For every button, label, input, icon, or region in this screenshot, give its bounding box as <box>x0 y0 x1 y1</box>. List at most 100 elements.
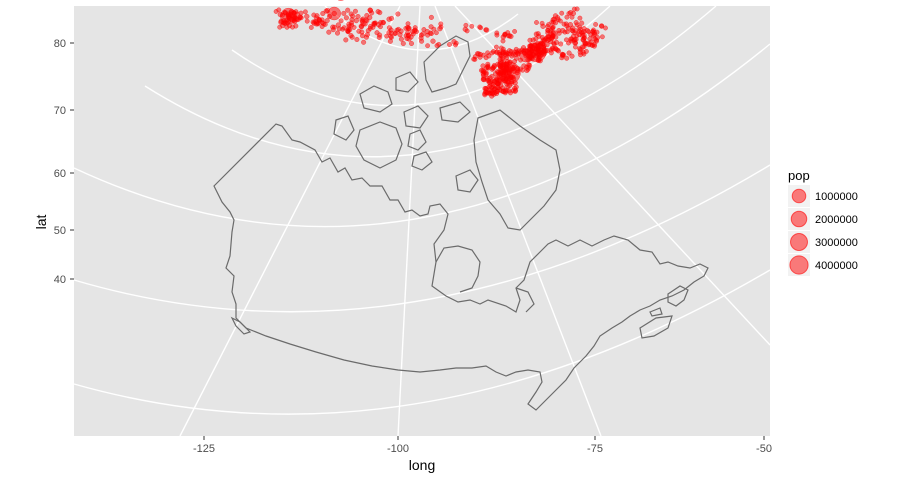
city-point <box>553 39 560 45</box>
victoria-island-outline <box>355 121 403 169</box>
city-point <box>560 52 566 58</box>
city-point <box>378 24 383 30</box>
city-point <box>577 15 583 21</box>
legend-key-circle <box>791 188 807 204</box>
city-point <box>284 24 290 30</box>
city-point <box>579 20 585 26</box>
city-point <box>370 24 376 30</box>
city-point <box>593 21 599 27</box>
newfoundland-outline <box>667 285 689 307</box>
city-point <box>354 36 360 43</box>
city-point <box>377 32 383 38</box>
city-point <box>485 63 491 69</box>
city-point <box>508 33 514 40</box>
city-points <box>273 0 608 99</box>
city-point <box>363 17 369 23</box>
city-point <box>510 88 516 94</box>
city-point <box>341 25 347 31</box>
city-point <box>348 32 354 39</box>
city-point <box>572 44 578 50</box>
parallel-line-60 <box>73 43 771 228</box>
city-point <box>433 30 439 36</box>
city-point <box>556 27 562 34</box>
pei-outline <box>649 307 663 317</box>
city-point <box>550 33 556 39</box>
city-point <box>554 15 561 21</box>
city-point <box>549 19 555 25</box>
city-point <box>330 24 336 30</box>
city-point <box>386 29 392 36</box>
legend-label: 2000000 <box>815 214 858 226</box>
parallel-line-40 <box>73 269 771 415</box>
city-point <box>496 86 503 93</box>
city-point <box>489 50 495 56</box>
vancouver-island-outline <box>230 316 252 335</box>
city-point <box>388 15 395 21</box>
city-point <box>569 53 575 59</box>
banks-island-outline <box>333 115 355 141</box>
city-point <box>345 28 351 34</box>
city-point <box>343 37 349 43</box>
city-point <box>394 27 400 33</box>
city-point <box>588 39 594 45</box>
city-point <box>326 29 332 35</box>
legend-key-circle <box>789 255 809 275</box>
city-point <box>355 13 361 20</box>
x-tick-label: -125 <box>193 443 215 455</box>
city-point <box>564 29 570 35</box>
legend-key-circle <box>790 210 808 228</box>
city-point <box>527 62 533 68</box>
city-point <box>540 37 546 43</box>
y-tick-label: 40 <box>54 274 66 286</box>
city-point <box>564 14 570 20</box>
city-point <box>313 21 320 27</box>
meridian-line-100 <box>397 5 421 437</box>
city-point <box>507 51 513 57</box>
city-point <box>384 33 390 39</box>
city-point <box>592 36 598 42</box>
city-point <box>404 35 410 42</box>
city-point <box>502 32 508 38</box>
king-william-island-outline <box>411 151 433 171</box>
city-point <box>486 84 492 90</box>
city-point <box>434 43 440 49</box>
city-point <box>463 22 469 28</box>
x-tick-label: -75 <box>587 443 603 455</box>
city-point <box>327 6 341 21</box>
y-tick-label: 80 <box>54 38 66 50</box>
arctic-islands-north <box>359 71 429 129</box>
city-point <box>519 48 533 63</box>
city-point <box>486 78 492 84</box>
city-point <box>550 24 556 30</box>
city-point <box>603 25 608 31</box>
city-point <box>545 28 551 33</box>
city-point <box>405 21 411 27</box>
city-point <box>364 12 370 19</box>
legend-label: 1000000 <box>815 191 858 203</box>
city-point <box>308 25 314 30</box>
city-point <box>474 51 480 57</box>
city-point <box>545 34 551 40</box>
city-point <box>534 20 539 25</box>
city-point <box>591 43 597 49</box>
y-axis-title: lat <box>33 215 49 230</box>
legend: pop 1000000 2000000 3000000 4000000 <box>788 168 858 276</box>
city-point <box>570 10 577 17</box>
city-point <box>496 49 503 56</box>
prince-of-wales-island-outline <box>407 129 427 151</box>
x-axis: -125 -100 -75 -50 long <box>193 436 772 473</box>
city-point <box>273 9 279 14</box>
city-point <box>559 10 565 16</box>
city-point <box>477 24 483 30</box>
city-point <box>535 31 541 37</box>
city-point <box>464 28 470 34</box>
city-point <box>387 38 393 44</box>
city-point <box>599 34 605 40</box>
city-point <box>341 10 347 16</box>
city-point <box>324 18 330 24</box>
city-point <box>365 28 371 34</box>
city-point <box>480 68 486 74</box>
y-tick-label: 50 <box>54 225 66 237</box>
city-point <box>304 18 310 24</box>
city-point <box>395 11 401 17</box>
